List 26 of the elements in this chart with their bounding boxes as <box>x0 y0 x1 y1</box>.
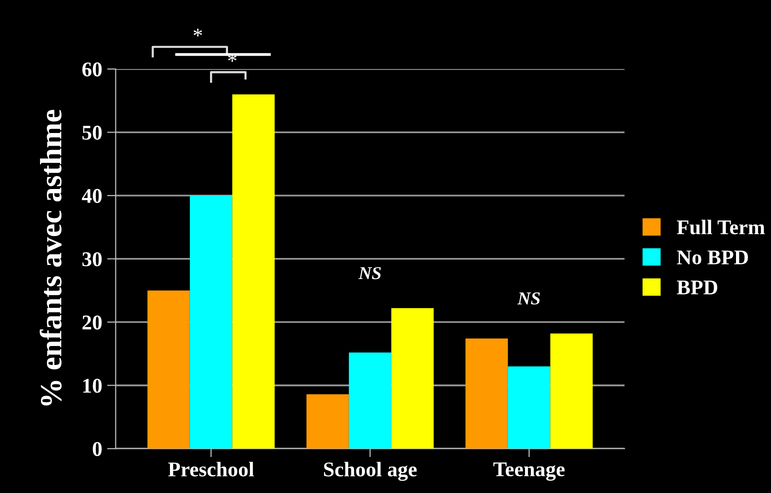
y-tick-label: 10 <box>83 378 102 393</box>
bar <box>147 290 190 449</box>
legend-label: Full Term <box>676 220 765 234</box>
y-tick-label: 0 <box>92 442 102 456</box>
x-tick-label: Teenage <box>493 462 565 481</box>
annotation: NS <box>358 267 381 280</box>
bar <box>232 94 275 449</box>
y-tick-label: 30 <box>82 252 102 266</box>
text: * <box>194 28 202 36</box>
bar <box>550 333 593 449</box>
bar <box>306 394 349 449</box>
bar <box>391 308 434 449</box>
legend-label: No BPD <box>676 250 748 264</box>
legend-label: BPD <box>676 280 718 294</box>
x-tick-label: School age <box>324 462 417 481</box>
y-tick-label: 20 <box>82 315 102 330</box>
annotation: NS <box>517 292 540 305</box>
bar <box>190 196 232 449</box>
y-tick-label: 50 <box>82 126 102 140</box>
bar <box>348 352 392 449</box>
bar <box>508 366 550 449</box>
y-tick-label: 60 <box>82 62 102 76</box>
y-axis-title: % enfants avec asthme <box>40 110 62 406</box>
y-tick-label: 40 <box>82 188 102 203</box>
bar <box>465 338 508 449</box>
x-tick-label: Preschool <box>168 462 254 476</box>
